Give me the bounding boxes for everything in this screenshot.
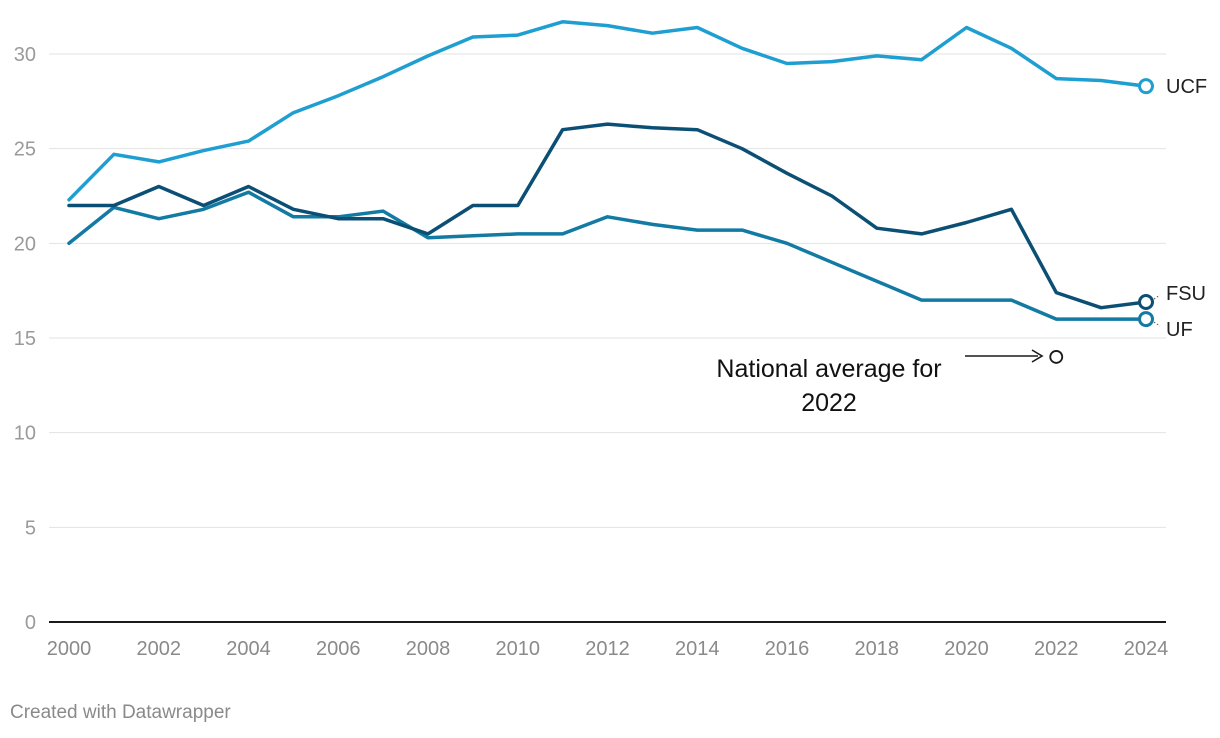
- annotation-arrowhead: [1031, 349, 1044, 363]
- endpoint-ucf: [1138, 78, 1154, 95]
- x-tick-label: 2022: [1034, 638, 1079, 660]
- y-tick-label: 25: [14, 139, 36, 161]
- endpoint-uf: [1138, 311, 1154, 328]
- y-tick-label: 15: [14, 328, 36, 350]
- x-tick-label: 2008: [406, 638, 451, 660]
- y-tick-label: 20: [14, 233, 36, 255]
- annotation-text-line2: 2022: [801, 389, 857, 417]
- x-tick-label: 2016: [765, 638, 810, 660]
- x-tick-label: 2012: [585, 638, 630, 660]
- series-label-ucf: UCF: [1166, 76, 1207, 98]
- series-label-fsu: FSU: [1166, 283, 1206, 305]
- x-tick-label: 2006: [316, 638, 361, 660]
- label-leader-fsu: [1153, 294, 1161, 300]
- endpoint-fsu: [1138, 294, 1154, 311]
- y-tick-label: 5: [25, 517, 36, 539]
- x-tick-label: 2024: [1124, 638, 1169, 660]
- series-line-uf: [67, 190, 1148, 321]
- label-leader-uf: [1153, 321, 1161, 327]
- gridlines: [49, 53, 1166, 528]
- annotation-text-line1: National average for: [716, 355, 941, 383]
- y-tick-label: 0: [25, 612, 36, 634]
- national-average-point: [1049, 350, 1064, 364]
- x-tick-label: 2002: [137, 638, 182, 660]
- series-lines: [67, 20, 1148, 321]
- series-labels: UCF FSU UF: [1153, 76, 1207, 341]
- x-axis-ticks: 2000 2002 2004 2006 2008 2010 2012 2014 2016 2018…: [47, 638, 1169, 660]
- series-line-fsu: [67, 122, 1148, 310]
- series-label-uf: UF: [1166, 319, 1193, 341]
- series-line-ucf: [67, 20, 1148, 202]
- x-tick-label: 2004: [226, 638, 271, 660]
- x-tick-label: 2018: [855, 638, 900, 660]
- series-endpoints: [1138, 78, 1154, 328]
- x-tick-label: 2014: [675, 638, 720, 660]
- y-tick-label: 10: [14, 423, 36, 445]
- x-tick-label: 2020: [944, 638, 989, 660]
- x-tick-label: 2010: [496, 638, 541, 660]
- datawrapper-credit: Created with Datawrapper: [10, 702, 231, 723]
- y-tick-label: 30: [14, 44, 36, 66]
- x-tick-label: 2000: [47, 638, 92, 660]
- y-axis-ticks: 0 5 10 15 20 25 30: [14, 44, 36, 634]
- national-average-annotation: National average for 2022: [716, 349, 1064, 417]
